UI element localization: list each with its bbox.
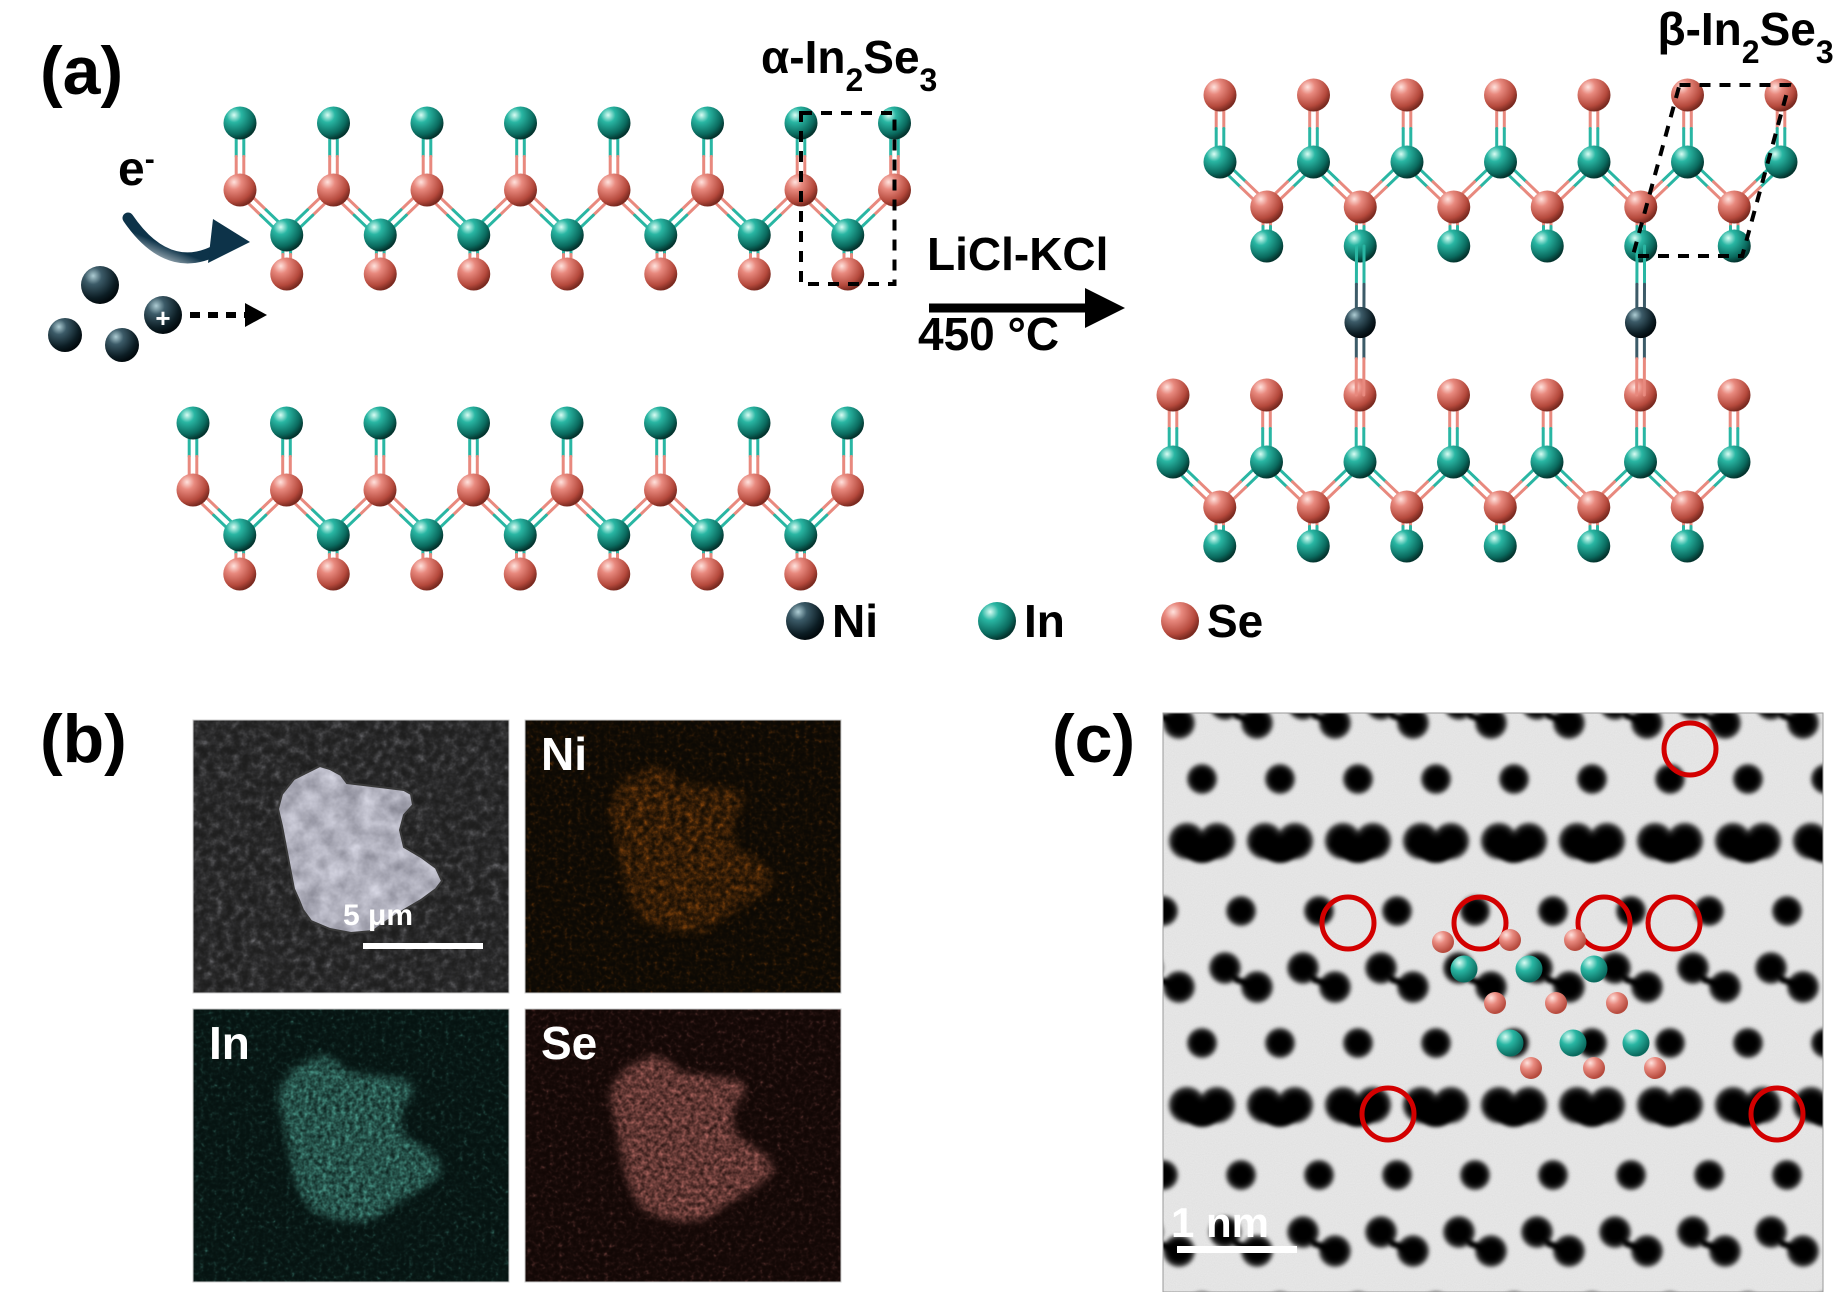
svg-text:LiCl-KCl: LiCl-KCl bbox=[927, 228, 1108, 280]
svg-text:α-In2Se3: α-In2Se3 bbox=[761, 31, 937, 98]
svg-text:5 μm: 5 μm bbox=[343, 899, 413, 932]
svg-text:Se: Se bbox=[1207, 595, 1263, 647]
svg-text:β-In2Se3: β-In2Se3 bbox=[1658, 3, 1834, 70]
svg-text:In: In bbox=[209, 1017, 250, 1069]
svg-text:450 °C: 450 °C bbox=[918, 308, 1059, 360]
svg-text:1 nm: 1 nm bbox=[1171, 1199, 1269, 1246]
svg-text:e-: e- bbox=[118, 143, 155, 197]
svg-text:Se: Se bbox=[541, 1017, 597, 1069]
svg-text:Ni: Ni bbox=[541, 728, 587, 780]
svg-text:Ni: Ni bbox=[832, 595, 878, 647]
svg-text:In: In bbox=[1024, 595, 1065, 647]
svg-text:+: + bbox=[155, 303, 170, 333]
